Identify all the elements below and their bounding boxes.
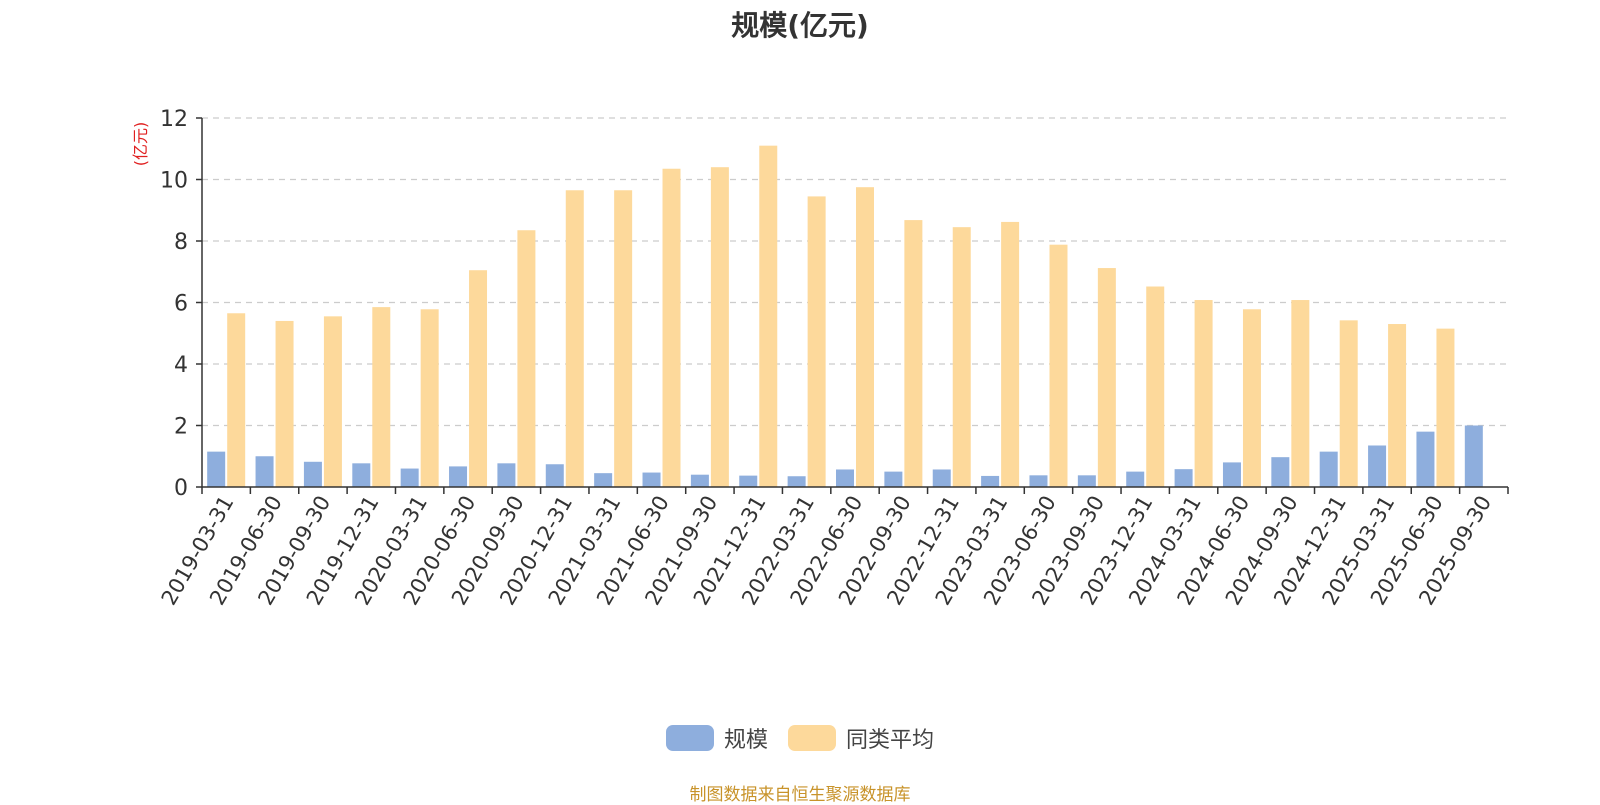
bar-peer-average[interactable]: [1001, 221, 1020, 487]
chart-title: 规模(亿元): [731, 9, 869, 42]
bar-peer-average[interactable]: [904, 220, 923, 487]
y-tick-label: 6: [174, 292, 188, 317]
bar-scale[interactable]: [787, 476, 806, 487]
legend: 规模 同类平均: [0, 722, 1600, 754]
bar-scale[interactable]: [642, 472, 661, 487]
bar-scale[interactable]: [1368, 445, 1387, 487]
bar-scale[interactable]: [1174, 469, 1193, 487]
bar-peer-average[interactable]: [614, 190, 633, 487]
y-axis-label: (亿元): [131, 122, 150, 167]
bar-peer-average[interactable]: [1049, 244, 1068, 487]
y-tick-label: 12: [160, 107, 188, 132]
bar-scale[interactable]: [1416, 431, 1435, 487]
bar-peer-average[interactable]: [372, 307, 391, 487]
bar-peer-average[interactable]: [565, 190, 584, 487]
legend-item-peer-average[interactable]: 同类平均: [788, 722, 934, 754]
bar-peer-average[interactable]: [759, 145, 778, 488]
bar-scale[interactable]: [400, 468, 419, 487]
y-tick-label: 4: [174, 353, 188, 378]
bar-scale[interactable]: [690, 474, 709, 487]
bar-peer-average[interactable]: [469, 270, 488, 487]
bar-peer-average[interactable]: [1097, 268, 1116, 487]
legend-swatch-peer-average: [788, 725, 836, 751]
bar-scale[interactable]: [545, 464, 564, 487]
bar-scale[interactable]: [1271, 457, 1290, 487]
bar-scale[interactable]: [981, 475, 1000, 487]
bar-scale[interactable]: [449, 466, 468, 487]
bar-scale[interactable]: [497, 463, 516, 487]
bar-peer-average[interactable]: [517, 230, 536, 488]
bar-peer-average[interactable]: [1388, 324, 1407, 487]
bar-scale[interactable]: [836, 469, 854, 487]
legend-label-scale: 规模: [723, 728, 768, 753]
bar-scale[interactable]: [884, 471, 903, 487]
bar-peer-average[interactable]: [1436, 328, 1455, 487]
bar-peer-average[interactable]: [952, 227, 971, 487]
y-tick-label: 0: [174, 476, 188, 501]
bar-peer-average[interactable]: [807, 196, 826, 487]
bar-scale[interactable]: [1222, 462, 1241, 487]
legend-label-peer-average: 同类平均: [846, 728, 935, 753]
bar-peer-average[interactable]: [1242, 309, 1261, 487]
bar-peer-average[interactable]: [710, 167, 729, 487]
bar-peer-average[interactable]: [420, 309, 439, 487]
bar-peer-average[interactable]: [662, 168, 681, 488]
legend-swatch-scale: [665, 725, 714, 751]
bar-scale[interactable]: [739, 475, 758, 487]
bar-peer-average[interactable]: [856, 187, 874, 487]
source-note: 制图数据来自恒生聚源数据库: [689, 785, 911, 805]
bar-peer-average[interactable]: [1339, 320, 1358, 487]
bar-peer-average[interactable]: [227, 313, 246, 487]
bar-scale[interactable]: [1464, 425, 1483, 488]
legend-item-scale[interactable]: 规模: [665, 722, 768, 754]
bar-peer-average[interactable]: [1146, 286, 1165, 487]
bar-scale[interactable]: [1029, 475, 1048, 487]
bar-peer-average[interactable]: [323, 316, 342, 487]
bar-scale[interactable]: [352, 463, 371, 487]
y-tick-label: 10: [160, 169, 188, 194]
bar-peer-average[interactable]: [1291, 300, 1310, 487]
bar-scale[interactable]: [1319, 451, 1338, 487]
bar-scale[interactable]: [932, 469, 951, 487]
bar-scale[interactable]: [207, 451, 226, 487]
bar-peer-average[interactable]: [1194, 300, 1213, 487]
bar-scale[interactable]: [1077, 475, 1096, 487]
y-tick-label: 2: [174, 415, 188, 440]
bar-scale[interactable]: [255, 456, 274, 487]
bar-scale[interactable]: [303, 461, 322, 487]
y-tick-label: 8: [174, 230, 188, 255]
bar-scale[interactable]: [1126, 471, 1145, 487]
bar-peer-average[interactable]: [275, 320, 294, 487]
bar-scale[interactable]: [594, 473, 613, 487]
